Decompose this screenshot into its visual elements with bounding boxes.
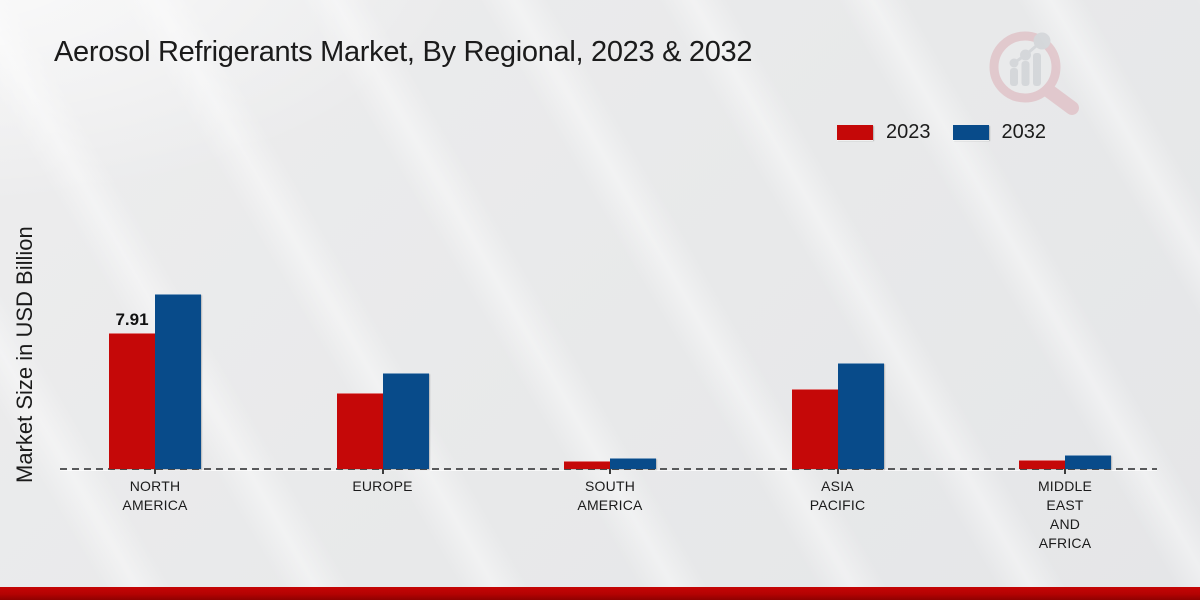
magnifier-bar-chart-logo-icon (989, 31, 1079, 115)
x-axis-tick (154, 469, 156, 474)
legend-label-2032: 2032 (1001, 121, 1047, 143)
chart-title: Aerosol Refrigerants Market, By Regional… (54, 36, 753, 68)
bar-2023-south-america (564, 461, 610, 469)
category-label-line: AMERICA (122, 497, 188, 513)
footer-accent-bar (0, 587, 1200, 600)
bar-2023-europe (336, 393, 383, 469)
category-label-middle-east-and-africa: MIDDLE EAST AND AFRICA (995, 477, 1135, 553)
zero-baseline (60, 468, 1157, 470)
category-label-line: ASIA (821, 478, 854, 494)
value-label-7.91: 7.91 (115, 310, 149, 329)
category-label-line: AMERICA (577, 497, 643, 513)
bar-2023-middle-east-and-africa (1019, 460, 1065, 469)
bar-2032-asia-pacific (837, 363, 884, 469)
category-label-line: NORTH (129, 478, 181, 494)
category-label-asia-pacific: ASIA PACIFIC (768, 477, 908, 515)
category-label-europe: EUROPE (313, 477, 453, 496)
x-axis-tick (381, 469, 384, 474)
category-label-line: EAST (1046, 497, 1084, 513)
category-label-line: MIDDLE (1037, 478, 1093, 494)
category-label-north-america: NORTH AMERICA (85, 477, 225, 515)
bar-2032-middle-east-and-africa (1065, 455, 1111, 469)
x-axis-tick (836, 469, 839, 474)
legend: 2023 2032 (837, 121, 1046, 144)
bar-2023-north-america (109, 333, 155, 469)
legend-swatch-2032 (952, 125, 989, 140)
legend-swatch-2023 (837, 125, 873, 140)
category-label-line: AFRICA (1038, 535, 1092, 551)
category-label-line: EUROPE (352, 478, 413, 494)
legend-item-2023: 2023 (837, 121, 931, 144)
category-label-south-america: SOUTH AMERICA (540, 477, 680, 515)
legend-item-2032: 2032 (952, 121, 1047, 144)
legend-label-2023: 2023 (886, 121, 931, 143)
x-axis-tick (609, 469, 611, 474)
category-label-line: AND (1049, 516, 1081, 532)
x-axis-tick (1064, 469, 1066, 474)
category-label-line: SOUTH (585, 478, 635, 494)
bar-2032-north-america (155, 294, 201, 469)
bar-2032-europe (382, 373, 429, 469)
bar-2023-asia-pacific (791, 389, 838, 469)
bar-2032-south-america (610, 458, 656, 469)
category-label-line: PACIFIC (809, 497, 866, 513)
